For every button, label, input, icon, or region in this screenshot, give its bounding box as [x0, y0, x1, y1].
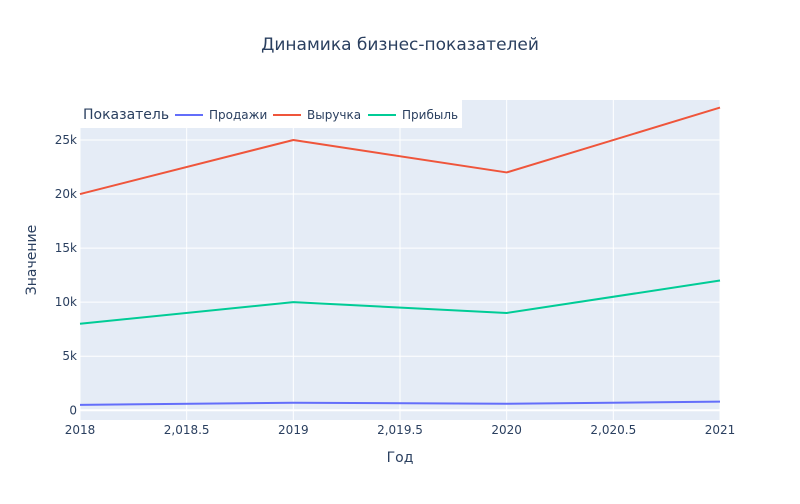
chart-title: Динамика бизнес-показателей: [261, 35, 539, 55]
legend-title: Показатель: [83, 107, 169, 123]
series-lines: [79, 106, 721, 406]
x-tick-label: 2020: [491, 423, 522, 437]
y-axis-label: Значение: [24, 225, 40, 295]
legend: Показатель Продажи Выручка Прибыль: [80, 100, 462, 128]
series-line-2[interactable]: [79, 279, 721, 325]
x-axis-ticks: 2018 2,018.5 2019 2,019.5 2020 2,020.5 2021: [65, 423, 736, 437]
x-axis-label: Год: [387, 450, 414, 466]
x-tick-label: 2,020.5: [590, 423, 636, 437]
x-tick-label: 2,018.5: [164, 423, 210, 437]
y-tick-label: 0: [69, 403, 77, 417]
x-tick-label: 2021: [705, 423, 736, 437]
x-tick-label: 2,019.5: [377, 423, 423, 437]
y-tick-label: 10k: [55, 295, 77, 309]
x-tick-label: 2018: [65, 423, 96, 437]
legend-item-sales[interactable]: Продажи: [209, 108, 267, 122]
y-tick-label: 25k: [55, 133, 77, 147]
legend-item-profit[interactable]: Прибыль: [402, 108, 458, 122]
x-tick-label: 2019: [278, 423, 309, 437]
y-tick-label: 5k: [62, 349, 77, 363]
y-tick-label: 20k: [55, 187, 77, 201]
series-line-1[interactable]: [79, 106, 721, 196]
y-tick-label: 15k: [55, 241, 77, 255]
grid-lines: [79, 100, 721, 420]
legend-background: [80, 100, 462, 128]
series-line-0[interactable]: [79, 400, 721, 406]
legend-item-revenue[interactable]: Выручка: [307, 108, 361, 122]
y-axis-ticks: 0 5k 10k 15k 20k 25k: [55, 133, 77, 417]
